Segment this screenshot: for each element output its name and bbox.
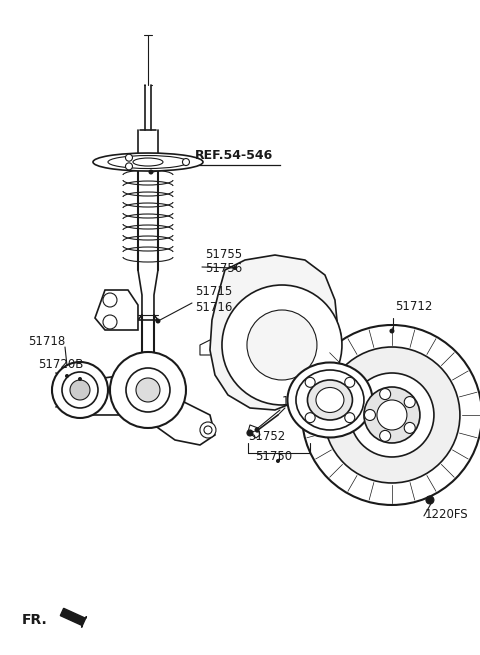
Text: 51755: 51755 xyxy=(205,248,242,261)
Circle shape xyxy=(364,387,420,443)
Circle shape xyxy=(110,352,186,428)
Circle shape xyxy=(345,413,355,422)
Polygon shape xyxy=(210,255,338,410)
Circle shape xyxy=(247,310,317,380)
Circle shape xyxy=(305,377,315,387)
Polygon shape xyxy=(95,290,138,330)
Polygon shape xyxy=(154,400,215,445)
FancyArrow shape xyxy=(60,608,86,627)
Circle shape xyxy=(156,318,160,324)
Circle shape xyxy=(125,163,132,170)
Ellipse shape xyxy=(308,380,352,420)
Circle shape xyxy=(364,409,375,421)
Ellipse shape xyxy=(288,362,372,438)
Ellipse shape xyxy=(296,370,364,430)
Circle shape xyxy=(182,159,190,166)
Text: 51712: 51712 xyxy=(395,300,432,313)
Text: FR.: FR. xyxy=(22,613,48,627)
Circle shape xyxy=(276,459,280,463)
Circle shape xyxy=(427,498,432,502)
Circle shape xyxy=(254,428,260,432)
Circle shape xyxy=(204,426,212,434)
Circle shape xyxy=(200,422,216,438)
Circle shape xyxy=(233,266,237,270)
Circle shape xyxy=(70,380,90,400)
Text: 51720B: 51720B xyxy=(38,358,84,371)
Circle shape xyxy=(125,154,132,161)
Circle shape xyxy=(380,430,391,441)
Text: 51750: 51750 xyxy=(255,450,292,463)
Text: 51716: 51716 xyxy=(195,301,232,314)
Circle shape xyxy=(377,400,407,430)
Circle shape xyxy=(380,388,391,400)
Circle shape xyxy=(65,374,69,378)
Polygon shape xyxy=(80,375,135,415)
Circle shape xyxy=(324,347,460,483)
Circle shape xyxy=(136,378,160,402)
Circle shape xyxy=(62,372,98,408)
Circle shape xyxy=(78,377,82,381)
Circle shape xyxy=(222,285,342,405)
Text: REF.54-546: REF.54-546 xyxy=(195,149,273,162)
Circle shape xyxy=(302,325,480,505)
Circle shape xyxy=(103,293,117,307)
Circle shape xyxy=(345,377,355,387)
Circle shape xyxy=(103,315,117,329)
Ellipse shape xyxy=(133,158,163,166)
Ellipse shape xyxy=(316,388,344,413)
Circle shape xyxy=(85,390,99,404)
Ellipse shape xyxy=(93,153,203,171)
Text: 51715: 51715 xyxy=(195,285,232,298)
Circle shape xyxy=(305,413,315,422)
Text: 51718: 51718 xyxy=(28,335,65,348)
Circle shape xyxy=(52,362,108,418)
Circle shape xyxy=(404,422,415,434)
Text: 51752: 51752 xyxy=(248,430,285,443)
Circle shape xyxy=(389,329,395,333)
Circle shape xyxy=(404,396,415,407)
Circle shape xyxy=(126,368,170,412)
Text: 1129ED: 1129ED xyxy=(282,395,328,408)
Text: 1220FS: 1220FS xyxy=(425,508,468,521)
Circle shape xyxy=(247,430,253,436)
Circle shape xyxy=(148,170,154,174)
Text: 51756: 51756 xyxy=(205,262,242,275)
Circle shape xyxy=(350,373,434,457)
Circle shape xyxy=(426,496,434,504)
